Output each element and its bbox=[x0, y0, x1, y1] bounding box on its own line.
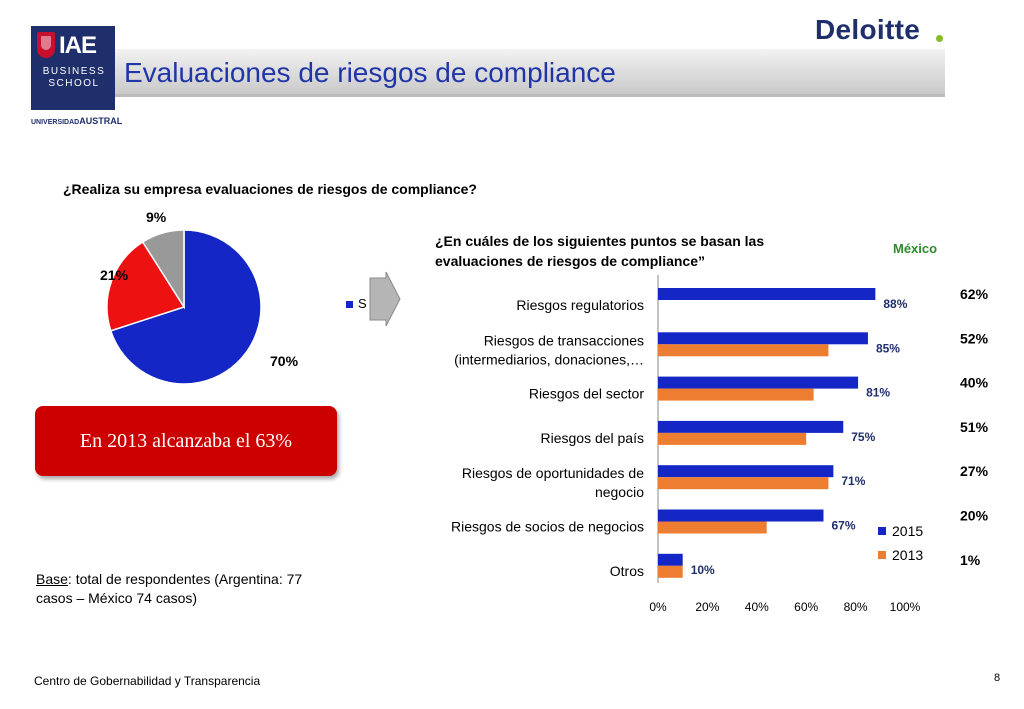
bar-2015 bbox=[658, 509, 824, 522]
bar-2015-label: 88% bbox=[883, 297, 907, 311]
title-bar-underline bbox=[115, 94, 945, 97]
footer-text: Centro de Gobernabilidad y Transparencia bbox=[34, 674, 261, 688]
universidad-austral-logo: UNIVERSIDADAUSTRAL bbox=[31, 116, 122, 126]
category-label: Riesgos de oportunidades de bbox=[462, 465, 644, 481]
x-tick-label: 100% bbox=[890, 600, 921, 614]
base-label: Base bbox=[36, 571, 68, 587]
x-tick-label: 80% bbox=[844, 600, 868, 614]
bar-2015-label: 67% bbox=[831, 519, 855, 533]
legend-swatch-icon bbox=[878, 527, 886, 535]
deloitte-dot-icon bbox=[936, 35, 943, 42]
callout-text: En 2013 alcanzaba el 63% bbox=[79, 430, 293, 452]
category-label: Riesgos de transacciones bbox=[484, 332, 644, 348]
iae-business-school-logo: IAE BUSINESS SCHOOL bbox=[31, 26, 115, 110]
page-title: Evaluaciones de riesgos de compliance bbox=[124, 57, 616, 88]
category-label: (intermediarios, donaciones,… bbox=[454, 351, 644, 367]
base-note: Base: total de respondentes (Argentina: … bbox=[36, 570, 336, 608]
pie-legend-text: S bbox=[358, 296, 367, 311]
deloitte-logo: Deloitte bbox=[815, 14, 921, 45]
pie-slice-label: 21% bbox=[100, 267, 129, 283]
bar-2013 bbox=[658, 521, 767, 534]
bar-2015-label: 85% bbox=[876, 341, 900, 355]
mexico-label: México bbox=[893, 241, 938, 256]
x-tick-label: 60% bbox=[794, 600, 818, 614]
callout-2013: En 2013 alcanzaba el 63% bbox=[35, 406, 337, 476]
title-bar bbox=[115, 49, 945, 94]
mexico-value: 27% bbox=[960, 463, 989, 479]
legend-swatch-icon bbox=[878, 551, 886, 559]
bar-2015 bbox=[658, 553, 683, 566]
bar-2015 bbox=[658, 376, 859, 389]
category-label: Otros bbox=[610, 563, 644, 579]
legend-label: 2015 bbox=[892, 523, 923, 539]
university-name: AUSTRAL bbox=[79, 116, 123, 126]
bar-2015 bbox=[658, 288, 876, 300]
category-label: negocio bbox=[595, 484, 644, 500]
pie-legend: S bbox=[346, 296, 367, 311]
category-label: Riesgos de socios de negocios bbox=[451, 519, 644, 535]
mexico-value: 20% bbox=[960, 508, 989, 524]
mexico-value: 40% bbox=[960, 375, 989, 391]
arrow-right-icon bbox=[369, 271, 401, 327]
iae-logo-text: IAE bbox=[59, 32, 97, 59]
pie-slice-label: 70% bbox=[270, 353, 299, 369]
crest-icon bbox=[37, 32, 55, 58]
mexico-value: 1% bbox=[960, 552, 981, 568]
x-tick-label: 40% bbox=[745, 600, 769, 614]
bar-chart: 88% Riesgos regulatorios 85% Riesgos de tra… bbox=[451, 275, 989, 614]
category-label: Riesgos del país bbox=[540, 430, 644, 446]
bar-2015 bbox=[658, 420, 844, 433]
mexico-value: 52% bbox=[960, 330, 989, 346]
legend-swatch-icon bbox=[346, 301, 353, 309]
x-tick-label: 20% bbox=[695, 600, 719, 614]
bar-2015-label: 71% bbox=[841, 474, 865, 488]
pie-slice bbox=[109, 229, 262, 385]
university-small-text: UNIVERSIDAD bbox=[31, 119, 80, 126]
bar-2013 bbox=[658, 477, 829, 490]
bar-question: ¿En cuáles de los siguientes puntos se b… bbox=[435, 233, 765, 269]
pie-slice bbox=[141, 229, 185, 310]
bar-2013 bbox=[658, 388, 814, 401]
x-tick-label: 0% bbox=[649, 600, 667, 614]
pie-chart: 70% 21% 9% bbox=[100, 210, 299, 385]
base-text: : total de respondentes (Argentina: 77 c… bbox=[36, 571, 303, 606]
bar-2015 bbox=[658, 465, 834, 478]
pie-question: ¿Realiza su empresa evaluaciones de ries… bbox=[63, 181, 477, 197]
mexico-value: 51% bbox=[960, 419, 989, 435]
pie-slice bbox=[106, 240, 186, 332]
legend-label: 2013 bbox=[892, 547, 923, 563]
bar-2015-label: 81% bbox=[866, 386, 890, 400]
pie-slice-label: 9% bbox=[146, 210, 167, 225]
mexico-value: 62% bbox=[960, 286, 989, 302]
bar-2015 bbox=[658, 332, 868, 345]
bar-2015-label: 75% bbox=[851, 430, 875, 444]
bar-2013 bbox=[658, 432, 807, 445]
iae-logo-subtext: BUSINESS SCHOOL bbox=[42, 66, 106, 89]
bar-2013 bbox=[658, 565, 683, 578]
category-label: Riesgos regulatorios bbox=[516, 297, 644, 313]
page-number: 8 bbox=[994, 672, 1001, 684]
bar-2013 bbox=[658, 344, 829, 357]
bar-2015-label: 10% bbox=[691, 563, 715, 577]
category-label: Riesgos del sector bbox=[529, 386, 645, 402]
